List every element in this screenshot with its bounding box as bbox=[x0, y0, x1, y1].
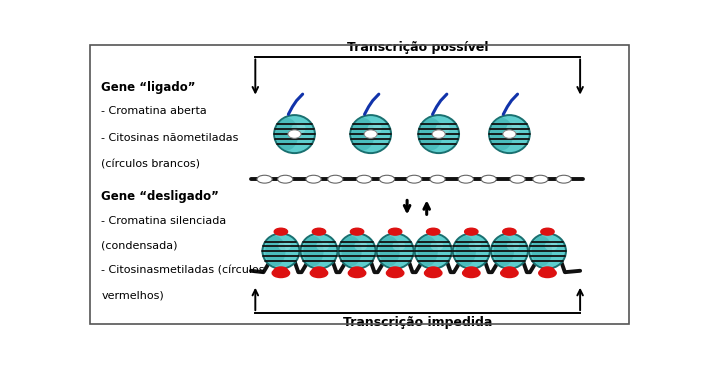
Circle shape bbox=[541, 228, 554, 235]
Text: Transcrição possível: Transcrição possível bbox=[347, 41, 489, 54]
Circle shape bbox=[465, 228, 478, 235]
Ellipse shape bbox=[545, 241, 557, 251]
Circle shape bbox=[481, 175, 496, 183]
Ellipse shape bbox=[355, 241, 367, 251]
Ellipse shape bbox=[456, 236, 476, 266]
Text: Gene “ligado”: Gene “ligado” bbox=[101, 81, 196, 94]
Ellipse shape bbox=[415, 234, 451, 269]
Ellipse shape bbox=[392, 241, 405, 251]
Ellipse shape bbox=[352, 118, 375, 150]
Ellipse shape bbox=[350, 115, 391, 153]
Circle shape bbox=[541, 267, 554, 274]
Ellipse shape bbox=[316, 241, 329, 251]
Circle shape bbox=[510, 175, 525, 183]
Circle shape bbox=[350, 228, 364, 235]
Ellipse shape bbox=[265, 236, 286, 266]
Ellipse shape bbox=[379, 236, 399, 266]
Circle shape bbox=[430, 175, 445, 183]
Text: vermelhos): vermelhos) bbox=[101, 290, 164, 300]
Circle shape bbox=[406, 175, 422, 183]
Circle shape bbox=[501, 269, 518, 277]
Circle shape bbox=[310, 269, 328, 277]
Ellipse shape bbox=[453, 234, 490, 269]
Ellipse shape bbox=[368, 123, 382, 134]
Circle shape bbox=[312, 228, 326, 235]
Text: - Cromatina aberta: - Cromatina aberta bbox=[101, 106, 207, 116]
Circle shape bbox=[427, 267, 440, 274]
Ellipse shape bbox=[436, 123, 450, 134]
Circle shape bbox=[306, 175, 321, 183]
Text: - Citosinas não​metiladas: - Citosinas não​metiladas bbox=[101, 133, 239, 143]
Circle shape bbox=[274, 228, 288, 235]
Ellipse shape bbox=[489, 115, 530, 153]
Ellipse shape bbox=[341, 236, 362, 266]
Text: Gene “desligado”: Gene “desligado” bbox=[101, 190, 219, 203]
Circle shape bbox=[538, 269, 556, 277]
Text: (condensada): (condensada) bbox=[101, 240, 178, 251]
Circle shape bbox=[427, 228, 440, 235]
Ellipse shape bbox=[491, 234, 528, 269]
Circle shape bbox=[503, 228, 516, 235]
Circle shape bbox=[465, 267, 478, 274]
Circle shape bbox=[328, 175, 343, 183]
Text: - Cromatina silenciada: - Cromatina silenciada bbox=[101, 216, 227, 226]
Ellipse shape bbox=[263, 234, 299, 269]
Circle shape bbox=[350, 267, 364, 274]
Ellipse shape bbox=[529, 234, 566, 269]
Circle shape bbox=[272, 269, 290, 277]
Text: - Citosinasmetiladas (círculos: - Citosinasmetiladas (círculos bbox=[101, 265, 265, 276]
Ellipse shape bbox=[468, 241, 482, 251]
Ellipse shape bbox=[377, 234, 413, 269]
Circle shape bbox=[386, 269, 404, 277]
Circle shape bbox=[556, 175, 571, 183]
Ellipse shape bbox=[300, 234, 338, 269]
Ellipse shape bbox=[503, 130, 516, 138]
Ellipse shape bbox=[418, 115, 459, 153]
Ellipse shape bbox=[430, 241, 444, 251]
Circle shape bbox=[458, 175, 473, 183]
Ellipse shape bbox=[278, 241, 291, 251]
Circle shape bbox=[379, 175, 395, 183]
Circle shape bbox=[257, 175, 272, 183]
Circle shape bbox=[357, 175, 372, 183]
Ellipse shape bbox=[364, 130, 377, 138]
Ellipse shape bbox=[420, 118, 442, 150]
Ellipse shape bbox=[418, 236, 438, 266]
Ellipse shape bbox=[276, 118, 298, 150]
Ellipse shape bbox=[491, 118, 513, 150]
Ellipse shape bbox=[338, 234, 376, 269]
Circle shape bbox=[503, 267, 516, 274]
Circle shape bbox=[388, 267, 402, 274]
Circle shape bbox=[463, 269, 480, 277]
Circle shape bbox=[277, 175, 293, 183]
Ellipse shape bbox=[432, 130, 445, 138]
Circle shape bbox=[425, 269, 442, 277]
Ellipse shape bbox=[506, 123, 521, 134]
Ellipse shape bbox=[288, 130, 301, 138]
Text: (círculos brancos): (círculos brancos) bbox=[101, 160, 200, 169]
Circle shape bbox=[274, 267, 288, 274]
Ellipse shape bbox=[507, 241, 519, 251]
Text: Transcrição impedida: Transcrição impedida bbox=[343, 316, 492, 329]
Ellipse shape bbox=[291, 123, 305, 134]
Ellipse shape bbox=[494, 236, 514, 266]
Ellipse shape bbox=[303, 236, 324, 266]
Ellipse shape bbox=[531, 236, 552, 266]
Circle shape bbox=[533, 175, 548, 183]
Circle shape bbox=[388, 228, 402, 235]
Circle shape bbox=[348, 269, 366, 277]
Ellipse shape bbox=[274, 115, 315, 153]
Circle shape bbox=[312, 267, 326, 274]
